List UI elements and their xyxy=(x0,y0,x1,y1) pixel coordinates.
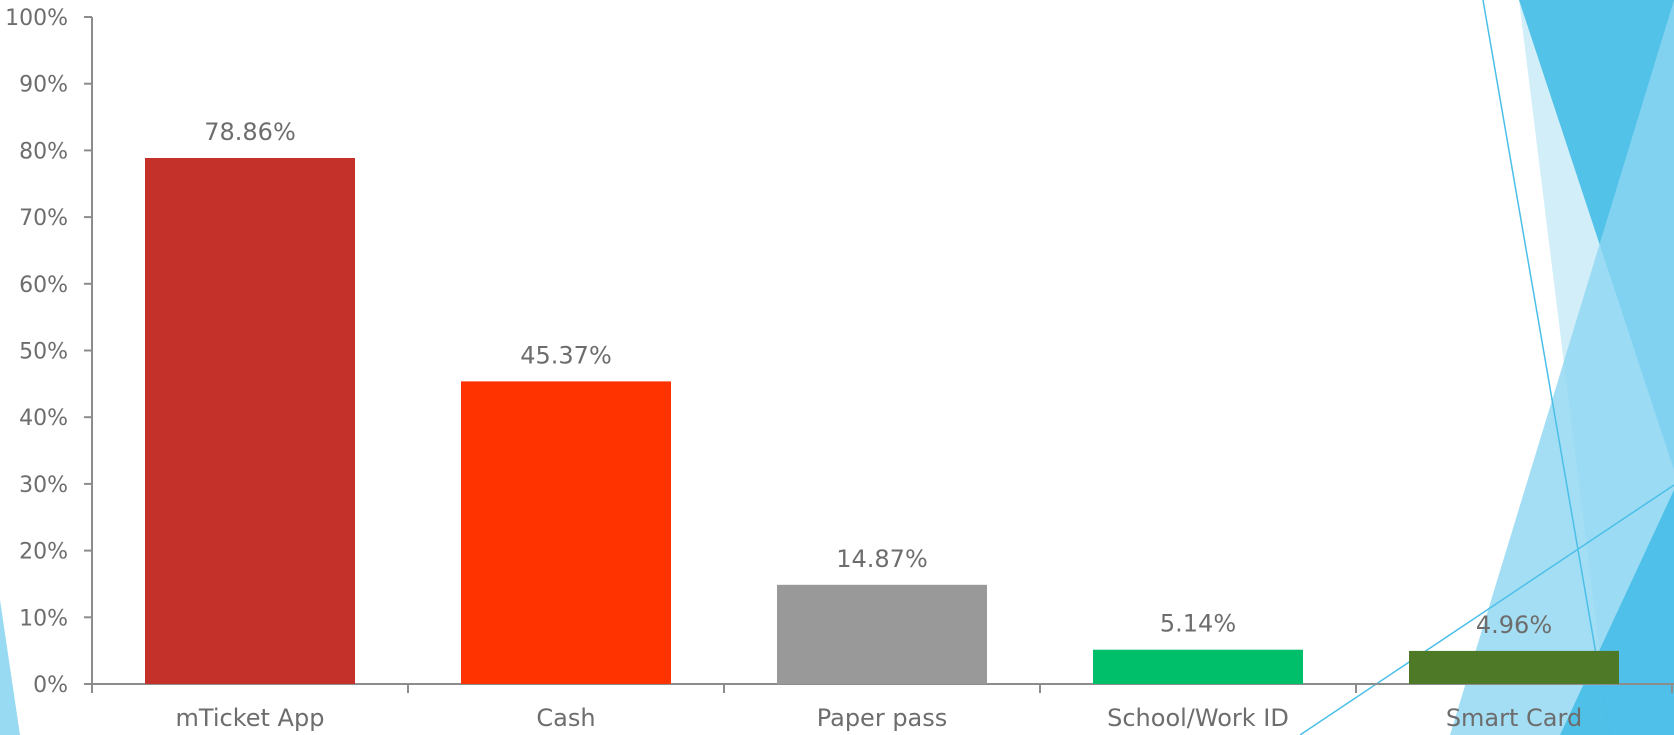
y-tick-label: 50% xyxy=(19,340,68,365)
y-tick-label: 40% xyxy=(19,406,68,431)
decor-shape-left xyxy=(0,600,20,735)
y-tick-label: 70% xyxy=(19,206,68,231)
category-label: mTicket App xyxy=(176,704,325,732)
y-tick-label: 10% xyxy=(19,606,68,631)
bar xyxy=(461,381,671,684)
category-label: School/Work ID xyxy=(1107,704,1289,732)
y-tick-label: 0% xyxy=(33,673,68,698)
category-label: Cash xyxy=(536,704,595,732)
decor-shape-mid xyxy=(1450,0,1674,735)
y-tick-label: 100% xyxy=(5,6,68,31)
y-tick-label: 20% xyxy=(19,540,68,565)
category-label: Paper pass xyxy=(817,704,948,732)
chart-labels: 0% 10% 20% 30% 40% 50% 60% 70% 80% 90% 100% 78.86% m… xyxy=(5,6,1582,732)
bar xyxy=(1409,650,1619,684)
decor-line-1 xyxy=(1482,0,1611,735)
category-label: Smart Card xyxy=(1446,704,1582,732)
bar xyxy=(777,584,987,684)
y-tick-label: 30% xyxy=(19,473,68,498)
bar-series xyxy=(145,158,1619,685)
bar xyxy=(145,158,355,685)
data-label: 4.96% xyxy=(1476,611,1552,639)
data-label: 78.86% xyxy=(204,118,296,146)
data-label: 14.87% xyxy=(836,545,928,573)
data-label: 45.37% xyxy=(520,341,612,369)
y-tick-label: 60% xyxy=(19,273,68,298)
bar xyxy=(1093,649,1303,684)
y-tick-label: 80% xyxy=(19,139,68,164)
data-label: 5.14% xyxy=(1160,610,1236,638)
y-tick-label: 90% xyxy=(19,73,68,98)
decor-line-2 xyxy=(1299,484,1674,735)
